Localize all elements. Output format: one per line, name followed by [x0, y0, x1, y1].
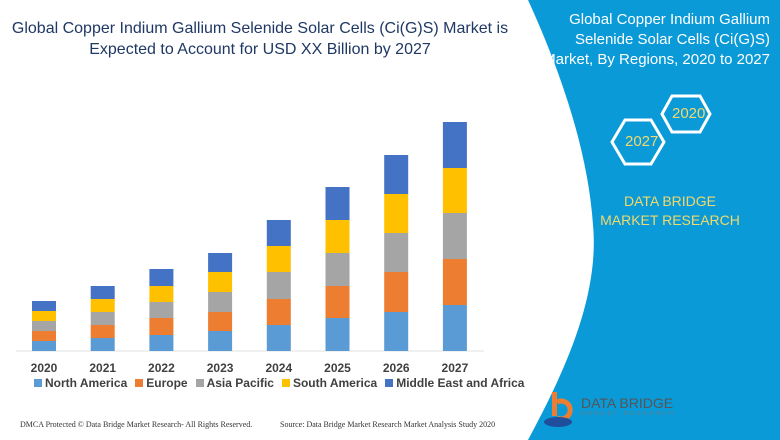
bar-segment-2020-3	[32, 311, 56, 321]
hex-2027-shape	[610, 118, 666, 166]
bar-segment-2027-2	[442, 213, 467, 259]
bar-segment-2023-1	[208, 312, 233, 331]
x-tick-label: 2024	[265, 361, 292, 375]
x-tick-label: 2022	[148, 361, 175, 375]
bar-segment-2022-0	[149, 335, 174, 351]
x-tick-label: 2027	[442, 361, 469, 375]
bar-segment-2022-2	[149, 302, 174, 318]
x-tick-label: 2025	[324, 361, 351, 375]
logo-subtext: MARKET RESEARCH	[581, 411, 676, 417]
legend-item: South America	[281, 376, 378, 390]
bar-segment-2023-2	[208, 292, 233, 312]
bar-segment-2021-0	[90, 338, 115, 351]
hex-2020-label: 2020	[672, 105, 706, 122]
bar-segment-2020-2	[32, 321, 56, 331]
bar-segment-2020-1	[32, 331, 56, 341]
bar-segment-2025-0	[325, 318, 350, 351]
bar-segment-2026-2	[384, 233, 409, 272]
bar-segment-2025-2	[325, 253, 350, 286]
bar-segment-2026-3	[384, 194, 409, 233]
hex-2020-shape	[660, 94, 712, 134]
legend-label: South America	[292, 376, 378, 390]
legend-label: North America	[45, 376, 128, 390]
bar-segment-2023-3	[208, 272, 233, 292]
bar-segment-2024-3	[266, 246, 291, 272]
legend-swatch	[135, 379, 144, 387]
x-tick-label: 2021	[89, 361, 116, 375]
data-bridge-logo-icon	[544, 392, 573, 427]
bar-segment-2021-1	[90, 325, 115, 338]
legend-label: Asia Pacific	[206, 376, 274, 390]
bar-segment-2026-1	[384, 272, 409, 312]
x-tick-label: 2020	[31, 361, 58, 375]
bar-segment-2021-4	[90, 286, 115, 299]
legend-item: Asia Pacific	[195, 376, 274, 390]
bar-segment-2027-3	[442, 168, 467, 213]
bar-segment-2027-0	[442, 305, 467, 351]
bar-segment-2025-4	[325, 187, 350, 220]
bar-segment-2025-1	[325, 286, 350, 318]
bar-segment-2020-0	[32, 341, 56, 351]
legend-swatch	[34, 379, 42, 387]
legend-item: Middle East and Africa	[385, 376, 524, 390]
bar-segment-2026-4	[384, 155, 409, 194]
side-panel-bg	[528, 0, 780, 440]
bar-segment-2026-0	[384, 312, 409, 351]
hex-2027-label: 2027	[625, 133, 659, 150]
legend-item: Europe	[135, 376, 188, 390]
x-tick-label: 2023	[207, 361, 234, 375]
chart-title: Global Copper Indium Gallium Selenide So…	[11, 20, 509, 58]
bar-segment-2027-1	[442, 259, 467, 305]
side-panel-title: Global Copper Indium Gallium Selenide So…	[543, 11, 770, 68]
bar-segment-2024-1	[266, 299, 291, 325]
bar-segment-2027-4	[442, 122, 467, 168]
bar-segment-2022-3	[149, 286, 174, 302]
legend-swatch	[195, 379, 204, 387]
bar-segment-2024-2	[266, 272, 291, 299]
bar-segment-2021-3	[90, 299, 115, 312]
bar-segment-2023-4	[208, 253, 233, 272]
legend: North America Europe Asia Pacific South Ame…	[34, 376, 524, 390]
legend-label: Middle East and Africa	[396, 376, 525, 390]
brand-text: DATA BRIDGE MARKET RESEARCH	[600, 193, 740, 228]
legend-swatch	[385, 379, 394, 387]
bar-segment-2022-4	[149, 269, 174, 286]
footer-copyright: DMCA Protected © Data Bridge Market Rese…	[20, 420, 253, 429]
bar-segment-2025-3	[325, 220, 350, 253]
bar-segment-2023-0	[208, 331, 233, 351]
legend-swatch	[281, 379, 290, 387]
legend-label: Europe	[146, 376, 188, 390]
x-tick-label: 2026	[383, 361, 410, 375]
bar-segment-2021-2	[90, 312, 115, 325]
bar-segment-2024-0	[266, 325, 291, 351]
chart: 2020 2021 2022 2023 2024 2025 2026 2027	[16, 122, 484, 375]
bar-segment-2022-1	[149, 318, 174, 335]
logo-text: DATA BRIDGE	[581, 395, 674, 411]
footer-source: Source: Data Bridge Market Research Mark…	[280, 420, 496, 429]
bar-segment-2020-4	[32, 301, 56, 311]
bar-segment-2024-4	[266, 220, 291, 246]
legend-item: North America	[34, 376, 127, 390]
